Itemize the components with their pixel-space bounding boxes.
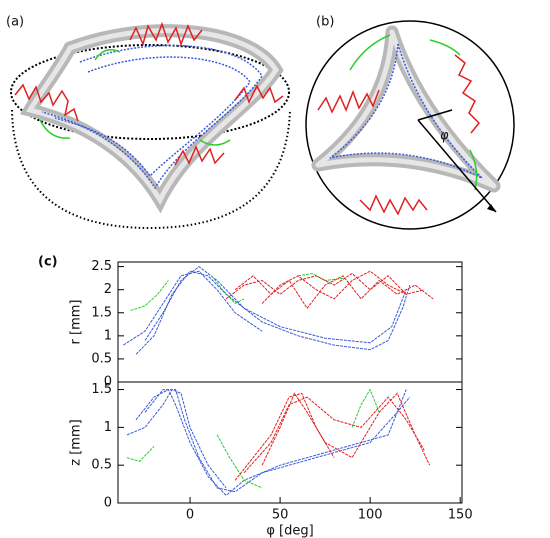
y-tick-label: 1	[104, 328, 112, 343]
panel-b-render	[305, 20, 515, 230]
series-line	[243, 396, 425, 474]
series-line	[211, 275, 245, 305]
panel-a-render	[10, 21, 291, 230]
panel-label: (c)	[38, 255, 58, 270]
series-line	[135, 270, 411, 355]
plot-frame	[117, 381, 463, 504]
y-tick-label: 2.5	[91, 259, 112, 274]
y-tick-label: 0	[104, 496, 112, 511]
series-line	[216, 434, 263, 489]
series-line	[135, 388, 407, 497]
series-line	[351, 388, 380, 428]
panel-label: (b)	[316, 15, 334, 30]
angle-label: φ	[440, 129, 449, 144]
series-line	[126, 445, 155, 462]
series-line	[261, 270, 425, 304]
y-tick-label: 0	[104, 375, 112, 390]
series-line	[144, 265, 407, 344]
series-line	[126, 388, 227, 489]
series-line	[130, 280, 169, 311]
y-axis-label: z [mm]	[69, 419, 84, 465]
y-tick-label: 2	[104, 282, 112, 297]
y-tick-label: 0.5	[91, 351, 112, 366]
series-line	[225, 272, 407, 300]
x-tick-label: 150	[448, 508, 473, 523]
x-tick-label: 50	[272, 508, 289, 523]
panel-label: (a)	[6, 15, 24, 30]
y-tick-label: 1.5	[91, 305, 112, 320]
y-tick-label: 1	[104, 420, 112, 435]
x-tick-label: 100	[358, 508, 383, 523]
x-tick-label: 0	[186, 508, 194, 523]
series-line	[234, 275, 434, 310]
y-tick-label: 0.5	[91, 458, 112, 473]
series-line	[123, 270, 263, 346]
y-tick-label: 1.5	[91, 382, 112, 397]
series-line	[261, 392, 431, 466]
series-line	[234, 392, 335, 481]
x-axis-label: φ [deg]	[266, 524, 313, 538]
y-axis-label: r [mm]	[69, 300, 84, 345]
series-line	[144, 389, 411, 493]
